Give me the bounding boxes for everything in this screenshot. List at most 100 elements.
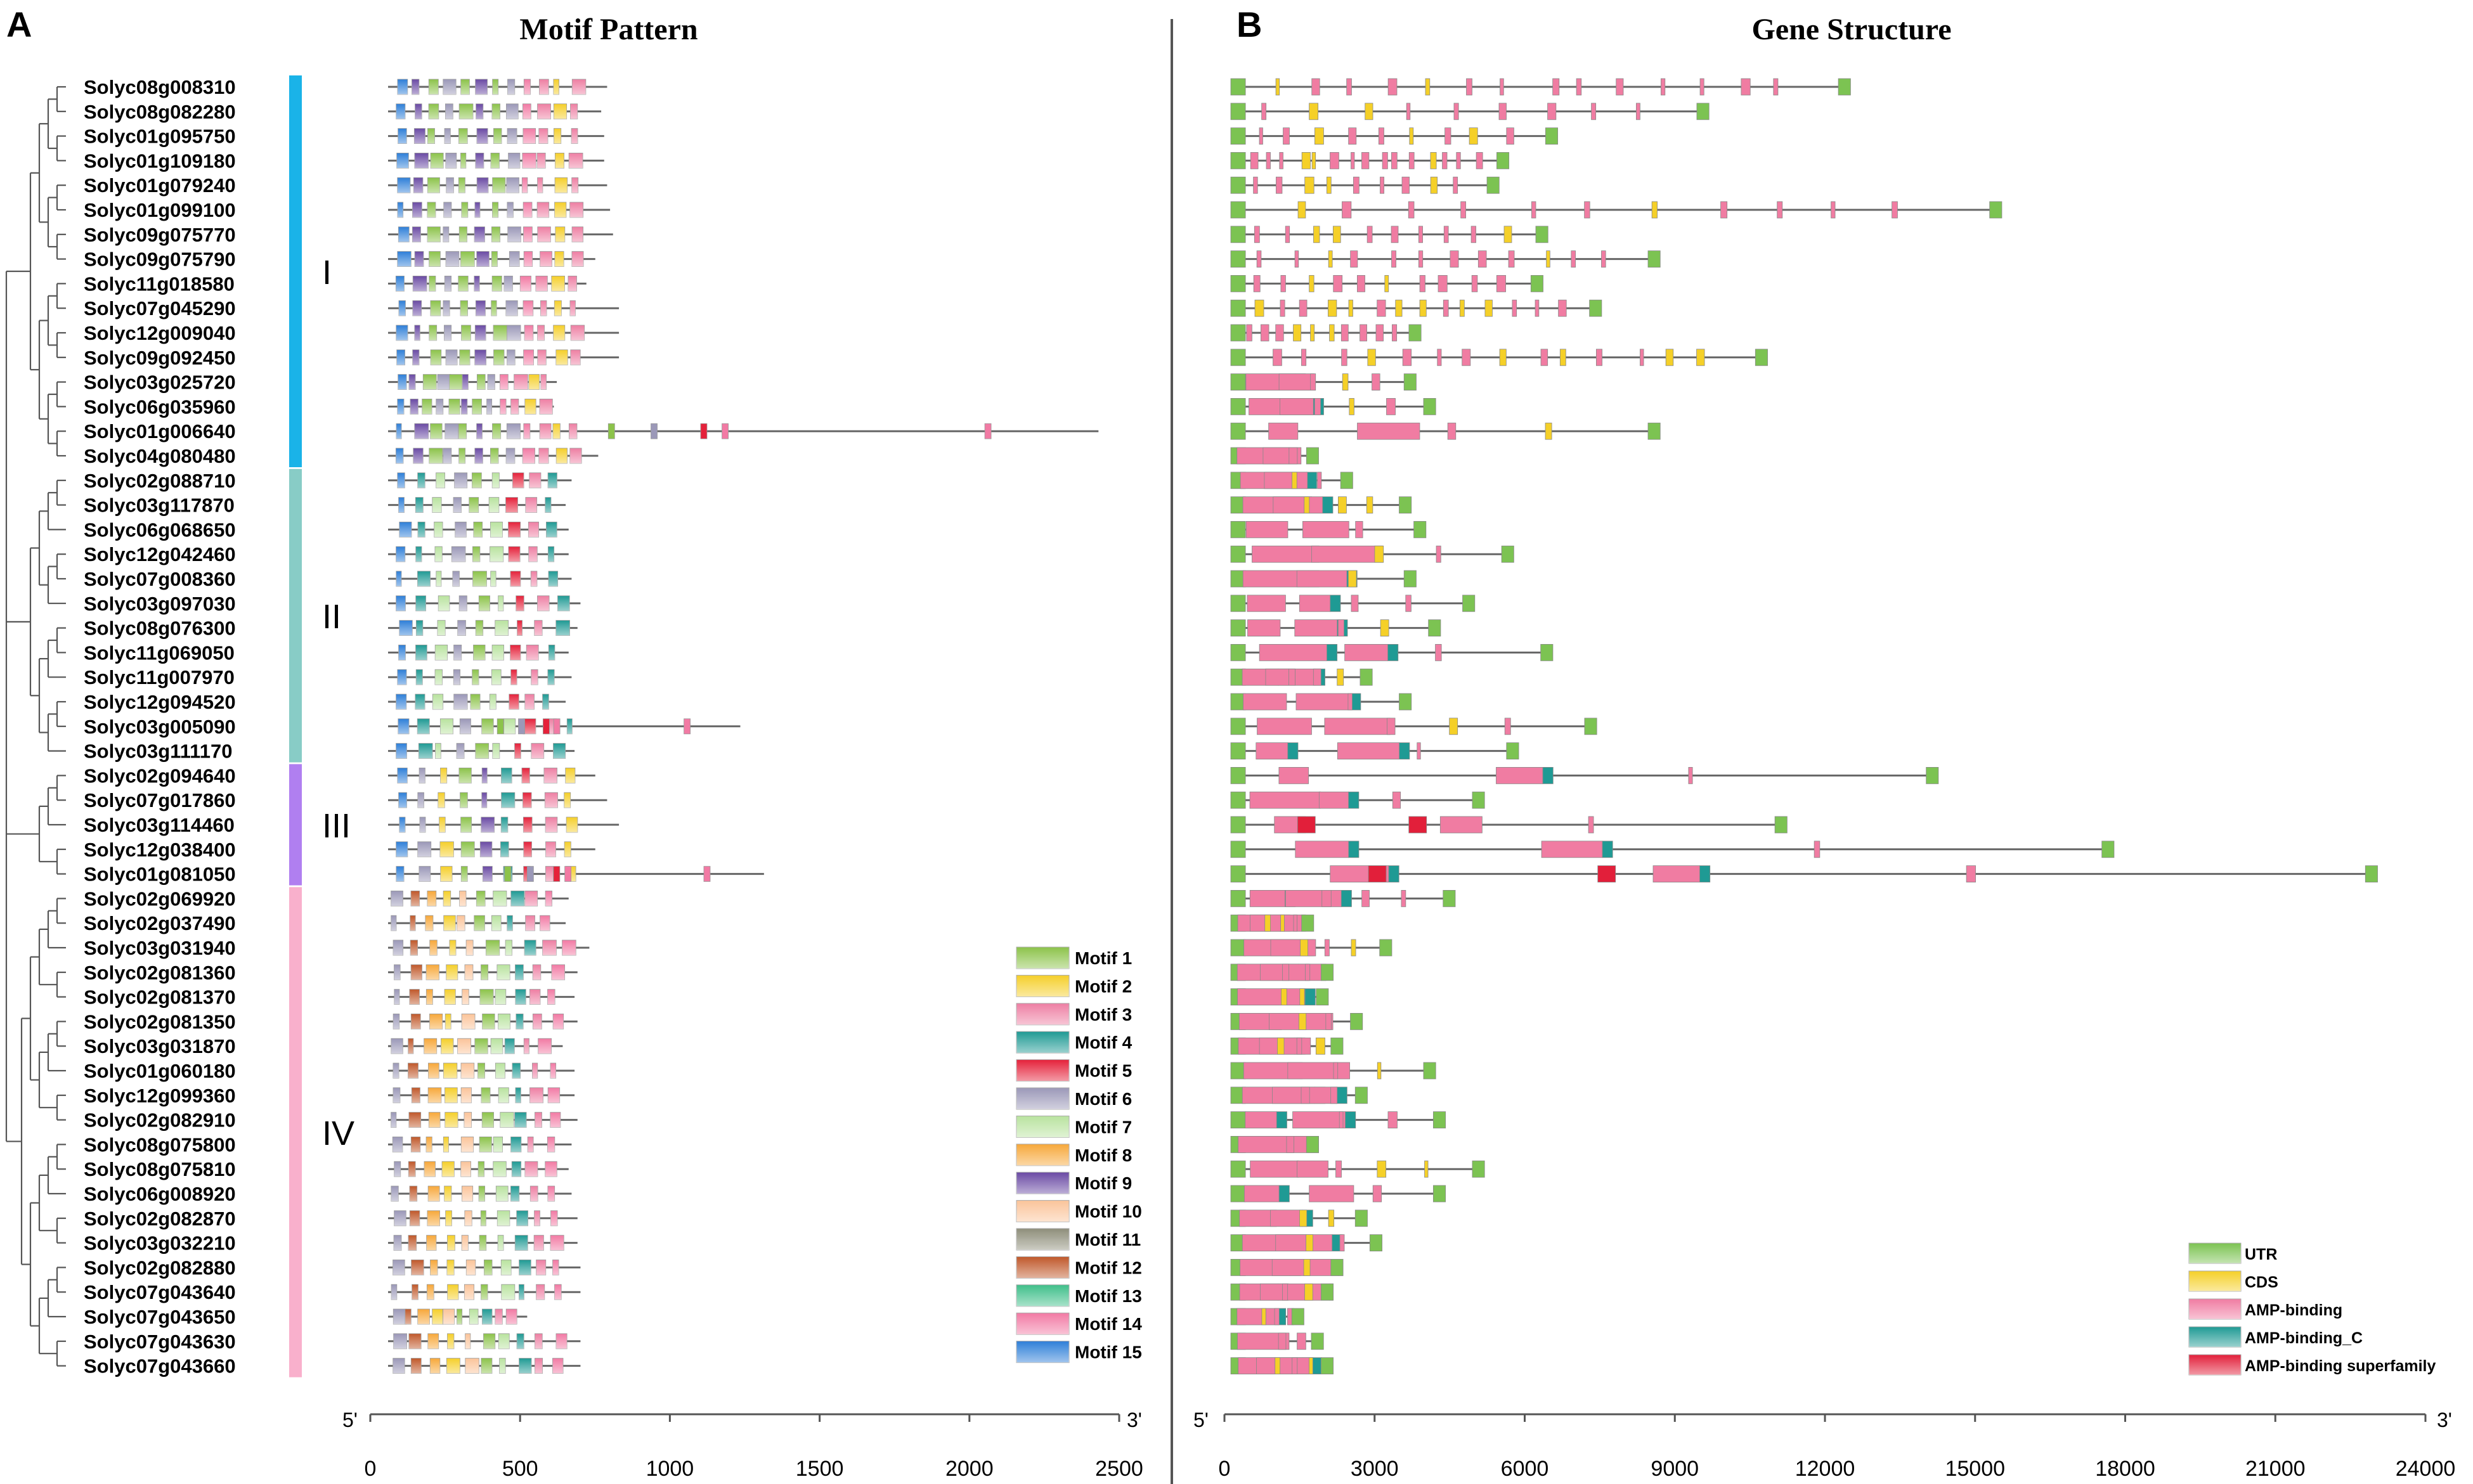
exon-block [1293,914,1297,932]
motif-mark-shade [408,1161,416,1177]
utr-block [1230,939,1246,957]
exon-block [1430,176,1438,194]
utr-block [1320,1283,1334,1301]
motif-mark-shade [545,792,558,808]
motif-mark-shade [545,891,552,907]
motif-mark-shade [545,1161,557,1177]
motif-mark-shade [554,251,564,267]
motif-mark-shade [416,669,423,685]
exon-block [1425,78,1431,96]
motif-mark-shade [412,300,422,316]
motif-legend-label: Motif 8 [1075,1145,1132,1165]
motif-mark-shade [554,202,566,217]
exon-block [1273,349,1282,366]
motif-mark-shade [552,423,561,439]
amp-binding-c-block [1336,1087,1347,1104]
exon-block [1470,226,1476,243]
motif-mark-shade [447,1333,454,1349]
motif-mark-shade [534,1210,540,1226]
motif-mark-shade [412,349,419,365]
exon-block [1299,1210,1308,1227]
motif-mark-shade [457,1309,462,1324]
exon-block [1966,865,1976,882]
exon-block [1282,964,1290,981]
gene-label: Solyc07g008360 [84,568,236,590]
motif-mark-shade [429,1112,441,1128]
motif-mark-shade [536,1260,546,1275]
motif-mark-shade [442,1161,455,1177]
motif-mark-shade [571,325,585,340]
motif-mark-shade [445,1112,458,1128]
motif-mark-shade [464,1112,472,1128]
utr-block [1535,226,1548,243]
exon-block [1506,127,1514,145]
exon-block [1347,570,1357,588]
motif-mark-shade [475,153,484,169]
gene-label: Solyc03g005090 [84,716,236,738]
gene-label: Solyc01g099100 [84,199,236,221]
motif-mark-shade [481,1358,492,1374]
motif-mark-shade [568,276,577,292]
exon-block [1249,791,1321,809]
motif-mark-shade [410,940,418,955]
motif-mark [504,866,512,882]
motif-legend-swatch-shade [1016,1172,1069,1194]
exon-block [1498,103,1507,120]
amp-superfamily-block [1408,816,1427,834]
exon-block [1309,1185,1354,1203]
exon-block [1243,693,1287,711]
motif-mark-shade [525,915,535,931]
motif-mark-shade [443,79,457,94]
motif-mark-shade [448,399,460,415]
exon-block [1297,1332,1306,1350]
motif-mark-shade [396,571,401,586]
exon-block [1499,349,1507,366]
motif-legend-label: Motif 1 [1075,948,1132,968]
axis-tick-label: 1500 [796,1457,844,1481]
motif-mark-shade [508,522,521,538]
group-bar [289,887,302,1378]
exon-block [1351,939,1356,957]
utr-block [1403,570,1417,588]
motif-mark [651,423,658,439]
motif-mark-shade [427,226,441,242]
utr-block [1230,841,1246,858]
motif-mark-shade [482,1112,494,1128]
motif-legend-label: Motif 9 [1075,1173,1132,1193]
gene-label: Solyc09g075790 [84,248,236,271]
motif-mark-shade [393,1137,403,1152]
exon-block [1277,1037,1285,1055]
motif-mark-shade [430,300,441,316]
utr-block [1340,472,1353,489]
motif-mark-shade [498,595,503,611]
exon-block [1283,127,1290,145]
motif-mark-shade [399,522,412,538]
exon-block [1254,299,1264,317]
axis-tick-label: 21000 [2245,1457,2306,1481]
motif-mark-shade [424,1038,437,1054]
exon-block [1350,250,1358,268]
motif-mark-shade [534,620,543,636]
gene-legend-swatch-shade [2189,1243,2241,1263]
motif-mark-shade [562,940,576,955]
motif-mark-shade [462,1014,476,1029]
exon-block [1342,201,1352,219]
motif-mark-shade [417,472,425,488]
motif-mark-shade [447,1235,455,1251]
exon-block [1260,964,1327,981]
motif-mark-shade [414,153,429,169]
motif-mark-shade [532,1063,538,1078]
motif-mark-shade [551,964,565,980]
exon-block [1256,250,1262,268]
motif-mark-shade [539,79,549,94]
motif-mark-shade [427,1210,440,1226]
utr-block [1230,274,1246,292]
utr-block [1230,398,1246,415]
exon-block [1443,226,1449,243]
utr-block [1230,545,1246,563]
motif-mark-shade [462,374,469,390]
motif-mark-shade [427,128,435,144]
amp-binding-c-block [1306,472,1317,489]
motif-mark-shade [398,497,405,513]
motif-mark-shade [445,1087,458,1103]
